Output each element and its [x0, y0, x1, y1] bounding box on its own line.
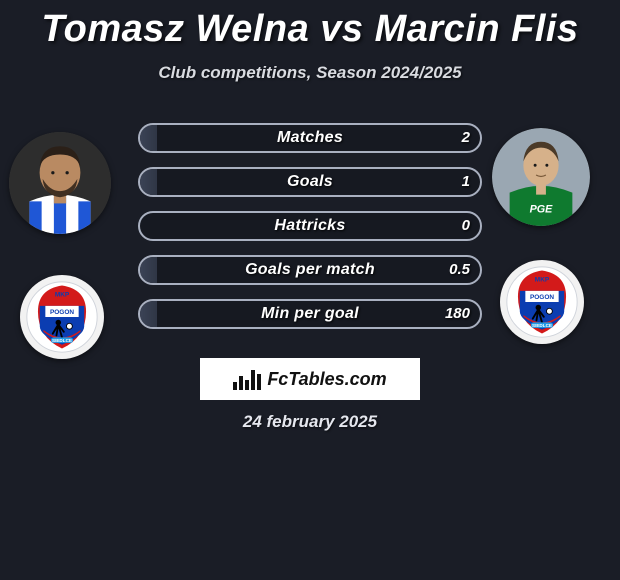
source-logo: FcTables.com — [200, 358, 420, 400]
page-title: Tomasz Welna vs Marcin Flis — [0, 0, 620, 51]
svg-text:POGON: POGON — [50, 309, 74, 316]
stat-label: Goals — [140, 169, 480, 195]
stat-value: 0.5 — [449, 257, 470, 283]
stat-row-mpg: Min per goal 180 — [138, 299, 482, 329]
stat-label: Min per goal — [140, 301, 480, 327]
stat-value: 0 — [462, 213, 470, 239]
svg-text:PGE: PGE — [530, 203, 554, 215]
player2-club-badge: MKP POGON SIEDLCE — [500, 260, 584, 344]
svg-text:POGON: POGON — [530, 294, 554, 301]
stat-row-goals: Goals 1 — [138, 167, 482, 197]
stat-value: 180 — [445, 301, 470, 327]
subtitle: Club competitions, Season 2024/2025 — [0, 63, 620, 83]
stat-row-hattricks: Hattricks 0 — [138, 211, 482, 241]
stat-value: 2 — [462, 125, 470, 151]
logo-text: FcTables.com — [267, 369, 386, 390]
stat-label: Hattricks — [140, 213, 480, 239]
stat-label: Goals per match — [140, 257, 480, 283]
stats-panel: Matches 2 Goals 1 Hattricks 0 Goals per … — [138, 123, 482, 343]
stat-label: Matches — [140, 125, 480, 151]
stat-row-matches: Matches 2 — [138, 123, 482, 153]
stat-value: 1 — [462, 169, 470, 195]
player1-avatar — [9, 132, 111, 234]
svg-text:SIEDLCE: SIEDLCE — [52, 338, 72, 343]
svg-text:SIEDLCE: SIEDLCE — [532, 323, 552, 328]
player2-avatar: PGE — [492, 128, 590, 226]
svg-text:MKP: MKP — [55, 292, 70, 299]
player1-club-badge: MKP POGON SIEDLCE — [20, 275, 104, 359]
svg-text:MKP: MKP — [535, 277, 550, 284]
date-text: 24 february 2025 — [0, 412, 620, 432]
bars-icon — [233, 368, 261, 390]
stat-row-gpm: Goals per match 0.5 — [138, 255, 482, 285]
